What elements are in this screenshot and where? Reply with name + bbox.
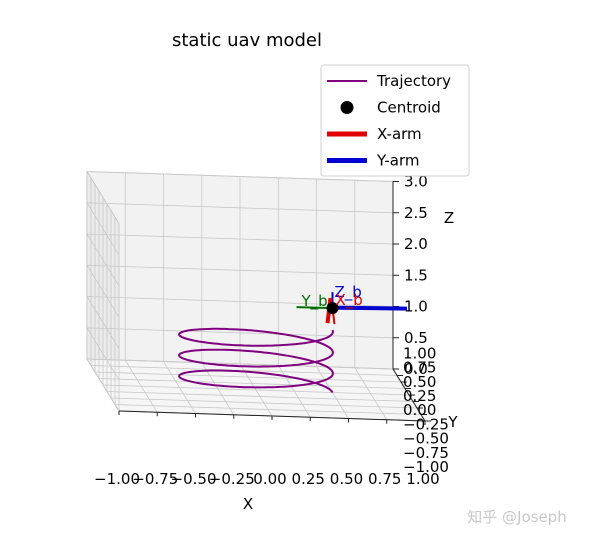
y-tick-label: 0.25 <box>403 387 436 405</box>
grid-line-z <box>86 233 394 287</box>
body-axis-z-label: Z_b <box>335 283 362 302</box>
x-tick-label: −0.25 <box>209 470 255 488</box>
z-tick-label: 0.5 <box>404 329 428 347</box>
legend-label-centroid: Centroid <box>377 99 441 117</box>
y-axis-label: Y <box>447 413 458 431</box>
grid-line-z <box>86 327 394 381</box>
y-arm-line <box>329 305 408 311</box>
centroid-point <box>326 302 339 315</box>
legend-box <box>320 64 470 177</box>
x-tick-label: 1.00 <box>406 470 439 488</box>
x-tick-label: 0.00 <box>253 470 286 488</box>
y-tick-label: −1.00 <box>403 458 449 476</box>
z-tick-label: 3.0 <box>404 173 428 191</box>
chart-tick-labels: −1.00−0.75−0.50−0.250.00 0.25 0.50 0.75 1.00… <box>94 173 449 489</box>
body-axis-x-label: X_b <box>336 291 363 310</box>
x-tick-label: 0.50 <box>330 470 363 488</box>
watermark: 知乎 @Joseph <box>467 508 566 526</box>
z-tick-label: 2.0 <box>404 235 428 253</box>
grid-line-z <box>86 264 394 318</box>
y-tick-label: 1.00 <box>403 344 436 362</box>
z-tick-label: 0.0 <box>404 360 428 378</box>
body-axis-y-label: Y_b <box>301 292 328 311</box>
z-axis-label: Z <box>444 209 454 227</box>
z-tick-label: 2.5 <box>404 204 428 222</box>
grid-line-z <box>86 202 394 256</box>
z-tick-label: 1.0 <box>404 298 428 316</box>
grid-line-z <box>86 296 394 349</box>
chart-title: static uav model <box>172 30 322 51</box>
legend-label-y-arm: Y-arm <box>376 152 420 170</box>
x-tick-label: 0.75 <box>368 470 401 488</box>
x-tick-label: 0.25 <box>292 470 325 488</box>
y-tick-label: 0.00 <box>403 401 436 419</box>
legend-label-trajectory: Trajectory <box>376 72 451 90</box>
trajectory-line <box>178 327 334 393</box>
grid-line-z <box>86 171 394 224</box>
legend-marker-centroid <box>340 101 354 114</box>
y-tick-label: 0.75 <box>403 359 436 377</box>
legend: Trajectory Centroid X-arm Y-arm <box>320 64 470 177</box>
plot-area: Z_bX_b Y_b <box>178 283 408 393</box>
legend-label-x-arm: X-arm <box>377 125 422 143</box>
y-tick-label: 0.50 <box>403 373 436 391</box>
x-tick-label: −1.00 <box>94 470 140 488</box>
y-tick-label: −0.75 <box>403 444 449 462</box>
body-axis-y <box>296 306 333 310</box>
x-tick-label: −0.75 <box>132 470 178 488</box>
x-tick-label: −0.50 <box>171 470 217 488</box>
y-tick-label: −0.25 <box>403 415 449 433</box>
y-tick-label: −0.50 <box>403 430 449 448</box>
z-tick-label: 1.5 <box>404 266 428 284</box>
x-axis-label: X <box>243 495 253 513</box>
